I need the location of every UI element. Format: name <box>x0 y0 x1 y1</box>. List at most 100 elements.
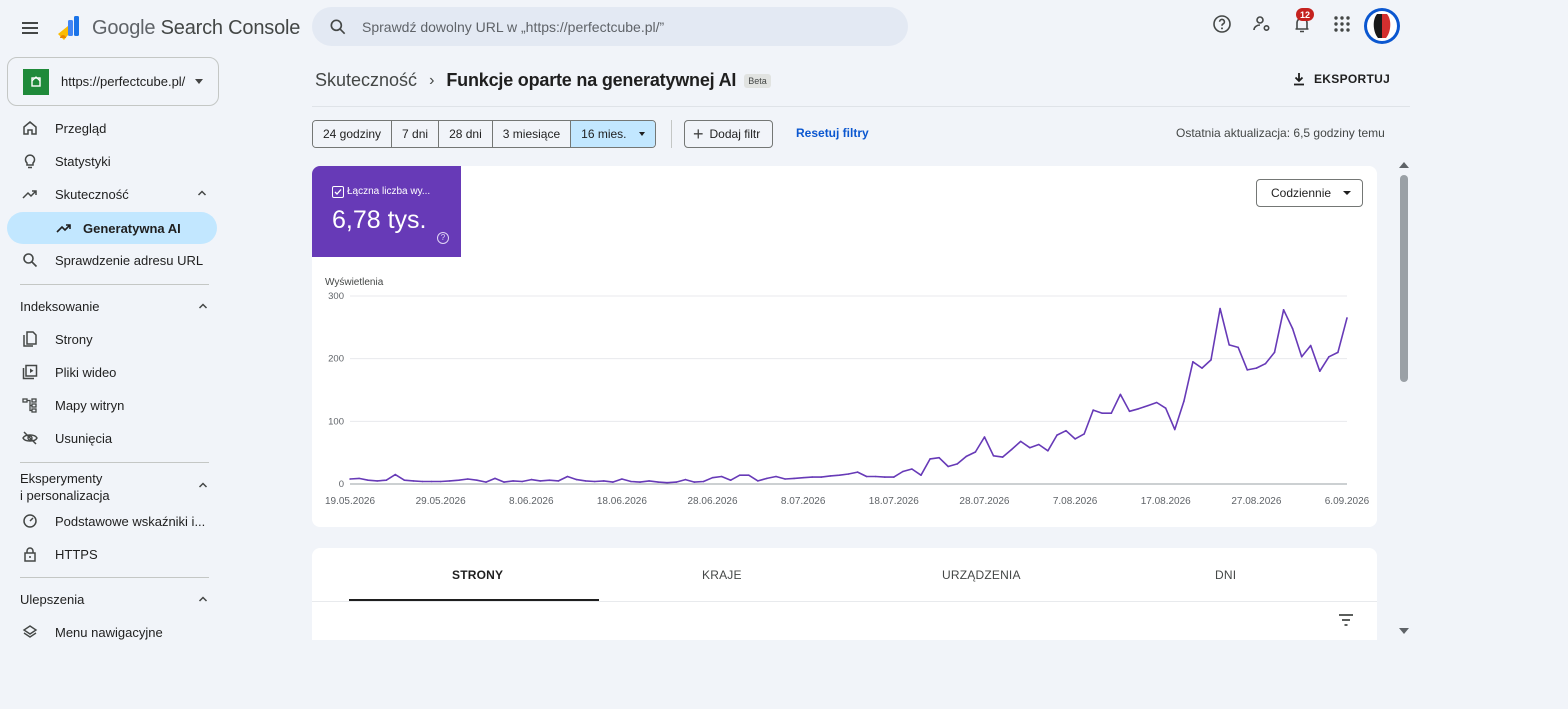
search-console-logo[interactable]: Google Search Console <box>56 14 300 42</box>
y-tick-label: 100 <box>328 416 344 427</box>
apps-grid-icon[interactable] <box>1330 12 1354 36</box>
page-title: Funkcje oparte na generatywnej AI <box>446 70 737 90</box>
scrollbar-thumb[interactable] <box>1400 175 1408 382</box>
main-menu-icon[interactable] <box>18 16 42 40</box>
data-point <box>956 463 959 465</box>
data-point <box>1228 344 1230 346</box>
sidebar-item-generative-ai[interactable]: Generatywna AI <box>7 212 217 244</box>
data-point <box>1255 367 1258 369</box>
visibility-off-icon <box>21 429 39 447</box>
x-tick-label: 8.06.2026 <box>509 496 554 507</box>
tab-pages[interactable]: STRONY <box>452 568 504 582</box>
sidebar-item-video-pages[interactable]: Pliki wideo <box>7 356 217 388</box>
filter-separator <box>671 120 672 148</box>
sidebar-item-url-inspection[interactable]: Sprawdzenie adresu URL <box>7 244 217 276</box>
data-point <box>1282 309 1285 311</box>
help-icon[interactable]: ? <box>437 232 449 244</box>
data-point <box>512 480 514 482</box>
data-point <box>802 476 804 479</box>
range-16m-dropdown[interactable]: 16 mies. <box>571 121 655 147</box>
sidebar-section-enhancements[interactable]: Ulepszenia <box>20 592 210 607</box>
sidebar-item-label: Pliki wideo <box>55 364 117 380</box>
data-point <box>992 455 995 457</box>
data-point <box>820 476 823 478</box>
chart-card: Łączna liczba wy... 6,78 tys. ? Codzienn… <box>312 166 1377 527</box>
account-avatar[interactable] <box>1364 8 1400 44</box>
data-point <box>1155 401 1158 404</box>
metric-total-impressions[interactable]: Łączna liczba wy... 6,78 tys. ? <box>312 166 461 257</box>
sidebar-item-core-web-vitals[interactable]: Podstawowe wskaźniki i... <box>7 505 217 537</box>
range-7d-button[interactable]: 7 dni <box>392 121 440 147</box>
notifications-icon[interactable]: 12 <box>1290 8 1314 36</box>
breadcrumb-parent[interactable]: Skuteczność <box>315 70 418 90</box>
plus-icon: + <box>693 124 704 144</box>
property-selector[interactable]: https://perfectcube.pl/ <box>7 57 219 106</box>
sidebar-item-insights[interactable]: Statystyki <box>7 145 217 177</box>
sidebar-item-breadcrumbs[interactable]: Menu nawigacyjne <box>7 616 217 648</box>
data-point <box>648 480 650 482</box>
data-point <box>566 475 569 478</box>
data-point <box>1164 407 1167 409</box>
manage-users-icon[interactable] <box>1250 12 1274 36</box>
reset-filters-link[interactable]: Resetuj filtry <box>796 126 869 140</box>
data-point <box>748 474 750 476</box>
data-point <box>847 473 850 475</box>
sidebar-item-pages[interactable]: Strony <box>7 323 217 355</box>
filter-list-icon[interactable] <box>1337 612 1355 628</box>
data-point <box>838 474 841 476</box>
top-app-bar: Google Search Console 12 <box>0 0 1568 56</box>
data-point <box>965 455 968 458</box>
section-title: Ulepszenia <box>20 592 85 607</box>
x-tick-label: 28.07.2026 <box>959 496 1009 507</box>
data-point <box>702 480 705 483</box>
dimension-tabs-card: STRONY KRAJE URZĄDZENIA DNI <box>312 548 1377 640</box>
period-select[interactable]: Codziennie <box>1256 179 1363 207</box>
scroll-up-arrow[interactable] <box>1399 162 1409 168</box>
sidebar-item-label: Skuteczność <box>55 186 129 202</box>
data-point <box>1183 400 1185 403</box>
tabs-divider <box>312 601 1377 602</box>
video-icon <box>21 363 39 381</box>
sidebar-item-overview[interactable]: Przegląd <box>7 112 217 144</box>
data-point <box>639 481 641 483</box>
date-range-group: 24 godziny 7 dni 28 dni 3 miesiące 16 mi… <box>312 120 656 148</box>
range-3m-button[interactable]: 3 miesiące <box>492 121 572 147</box>
url-inspect-search[interactable] <box>312 7 908 46</box>
data-point <box>412 480 415 482</box>
checkbox-checked-icon[interactable] <box>332 186 344 198</box>
add-filter-button[interactable]: + Dodaj filtr <box>684 120 774 148</box>
data-point <box>548 479 551 481</box>
metric-label: Łączna liczba wy... <box>347 186 431 197</box>
help-icon[interactable] <box>1210 12 1234 36</box>
range-24h-button[interactable]: 24 godziny <box>313 121 393 147</box>
sidebar-item-sitemaps[interactable]: Mapy witryn <box>7 389 217 421</box>
lock-icon <box>21 545 39 563</box>
tab-devices[interactable]: URZĄDZENIA <box>942 568 1021 582</box>
sidebar-item-label: Usunięcia <box>55 430 113 446</box>
sidebar-item-performance[interactable]: Skuteczność <box>7 178 217 210</box>
data-point <box>358 477 360 480</box>
sidebar-section-experience[interactable]: Eksperymenty i personalizacja <box>20 470 210 504</box>
data-point <box>1047 450 1049 452</box>
search-input[interactable] <box>360 17 884 36</box>
logo-product-text: Search Console <box>160 16 301 39</box>
scroll-down-arrow[interactable] <box>1399 628 1409 634</box>
data-point <box>394 473 397 476</box>
sidebar-item-https[interactable]: HTTPS <box>7 538 217 570</box>
range-28d-button[interactable]: 28 dni <box>439 121 493 147</box>
data-point <box>403 479 406 481</box>
data-point <box>1174 428 1176 431</box>
trending-up-icon <box>55 219 73 237</box>
data-point <box>367 479 369 481</box>
data-point <box>448 480 451 482</box>
tab-days[interactable]: DNI <box>1215 568 1237 582</box>
sidebar-section-indexing[interactable]: Indeksowanie <box>20 299 210 314</box>
search-icon <box>21 251 39 269</box>
data-point <box>684 478 687 481</box>
sidebar-item-removals[interactable]: Usunięcia <box>7 422 217 454</box>
data-point <box>1219 307 1221 310</box>
tab-countries[interactable]: KRAJE <box>702 568 742 582</box>
data-point <box>757 480 759 482</box>
top-actions: 12 <box>1210 8 1370 36</box>
export-button[interactable]: EKSPORTUJ <box>1292 72 1390 86</box>
